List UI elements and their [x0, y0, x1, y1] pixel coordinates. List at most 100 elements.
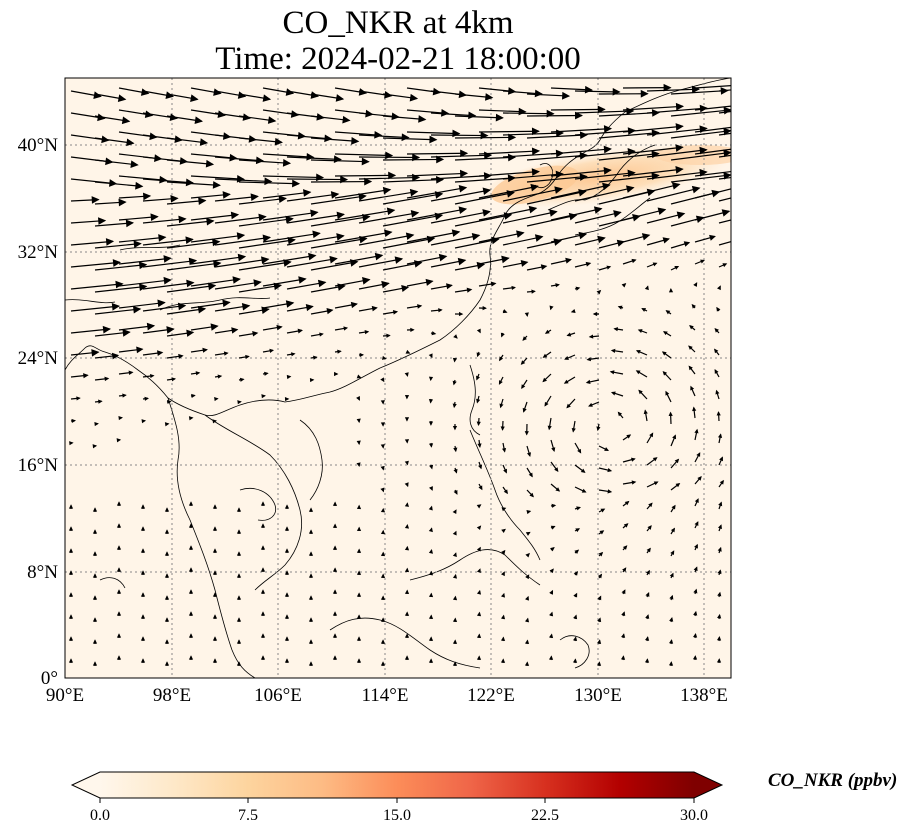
- wind-vector-head: [683, 241, 691, 247]
- wind-vector-head: [716, 658, 722, 663]
- wind-vector: [190, 255, 246, 265]
- wind-vector: [646, 107, 707, 114]
- wind-vector: [718, 197, 731, 202]
- wind-vector: [550, 208, 602, 221]
- wind-vector-head: [116, 523, 122, 528]
- wind-vector: [694, 126, 731, 133]
- wind-vector: [454, 115, 503, 119]
- wind-vector-head: [241, 302, 251, 311]
- wind-vector-head: [626, 434, 632, 439]
- wind-vector-head: [549, 209, 558, 217]
- wind-vector: [286, 257, 337, 268]
- wind-vector-head: [482, 187, 492, 196]
- wind-vector-head: [675, 144, 684, 152]
- wind-vector: [310, 159, 369, 163]
- wind-vector-head: [528, 472, 533, 478]
- wind-vector-head: [364, 330, 370, 335]
- wind-vector-head: [476, 504, 482, 509]
- wind-vector-head: [476, 546, 481, 552]
- wind-vector-head: [250, 193, 259, 201]
- wind-vector-head: [205, 159, 215, 168]
- wind-vector-head: [361, 157, 370, 166]
- wind-vector: [526, 114, 582, 117]
- wind-vector-head: [573, 636, 578, 642]
- wind-vector-head: [578, 231, 588, 240]
- wind-vector-head: [692, 406, 697, 412]
- wind-vector-head: [69, 441, 74, 446]
- wind-vector-head: [549, 305, 554, 311]
- wind-vector-head: [652, 457, 658, 462]
- wind-vector-head: [576, 506, 581, 511]
- wind-vector-head: [694, 521, 699, 526]
- wind-vector-head: [284, 570, 290, 575]
- wind-vector: [694, 188, 731, 199]
- wind-vector-head: [645, 569, 650, 575]
- wind-vector-head: [332, 567, 338, 572]
- wind-vector-head: [610, 348, 616, 353]
- wind-vector: [622, 146, 683, 155]
- wind-vector: [358, 190, 418, 202]
- wind-vector-head: [452, 573, 458, 579]
- wind-vector-head: [388, 171, 397, 180]
- wind-vector-head: [744, 82, 750, 88]
- wind-vector-head: [362, 213, 371, 222]
- wind-vector-head: [645, 592, 650, 597]
- wind-vector-head: [212, 504, 218, 509]
- wind-vector-head: [709, 234, 716, 241]
- wind-vector: [526, 190, 586, 205]
- wind-vector-head: [534, 234, 544, 242]
- wind-vector: [382, 237, 435, 249]
- wind-vector-head: [451, 229, 461, 237]
- wind-vector: [430, 234, 480, 246]
- wind-vector-head: [737, 184, 744, 190]
- wind-vector: [574, 186, 634, 202]
- wind-vector-head: [285, 215, 294, 224]
- wind-vector-head: [140, 526, 146, 531]
- wind-vector-head: [116, 655, 122, 660]
- wind-vector-head: [717, 569, 722, 575]
- wind-vector-head: [186, 279, 195, 288]
- wind-vector-head: [501, 549, 506, 555]
- wind-vector-head: [500, 426, 505, 431]
- wind-vector-head: [308, 617, 314, 622]
- wind-vector-head: [606, 265, 612, 270]
- wind-vector-head: [551, 503, 557, 508]
- wind-vector: [382, 158, 444, 161]
- wind-vector-head: [262, 94, 272, 102]
- wind-vector-head: [573, 571, 579, 576]
- wind-vector-head: [116, 567, 122, 572]
- wind-vector-head: [466, 287, 473, 293]
- wind-vector-head: [452, 509, 457, 515]
- wind-vector: [454, 191, 515, 205]
- wind-vector-head: [297, 328, 304, 334]
- wind-vector-head: [308, 639, 314, 644]
- lon-tick-label: 130°E: [574, 685, 622, 706]
- wind-vector-head: [404, 439, 410, 444]
- wind-vector-head: [663, 83, 672, 92]
- colorbar-tick-label: 7.5: [238, 807, 258, 824]
- wind-vector-head: [111, 352, 120, 360]
- wind-vector-head: [146, 322, 156, 331]
- wind-vector-head: [669, 594, 674, 600]
- wind-vector-head: [460, 149, 469, 158]
- wind-vector: [70, 305, 120, 312]
- wind-vector-head: [404, 417, 410, 422]
- wind-vector-head: [68, 592, 74, 597]
- wind-vector-head: [332, 589, 338, 594]
- wind-vector: [166, 262, 221, 271]
- wind-vector-head: [748, 166, 755, 172]
- wind-vector: [118, 257, 171, 265]
- wind-vector-head: [140, 658, 146, 663]
- wind-vector: [94, 242, 141, 249]
- wind-vector: [238, 137, 282, 143]
- wind-vector: [526, 175, 587, 183]
- wind-vector-head: [459, 169, 469, 178]
- wind-vector: [718, 110, 731, 114]
- wind-vector-head: [404, 633, 410, 638]
- wind-vector-head: [332, 501, 338, 506]
- wind-vector: [526, 214, 577, 227]
- wind-vector-head: [529, 492, 534, 498]
- wind-vector-head: [563, 379, 569, 384]
- wind-vector-head: [693, 588, 698, 594]
- wind-vector: [166, 240, 220, 249]
